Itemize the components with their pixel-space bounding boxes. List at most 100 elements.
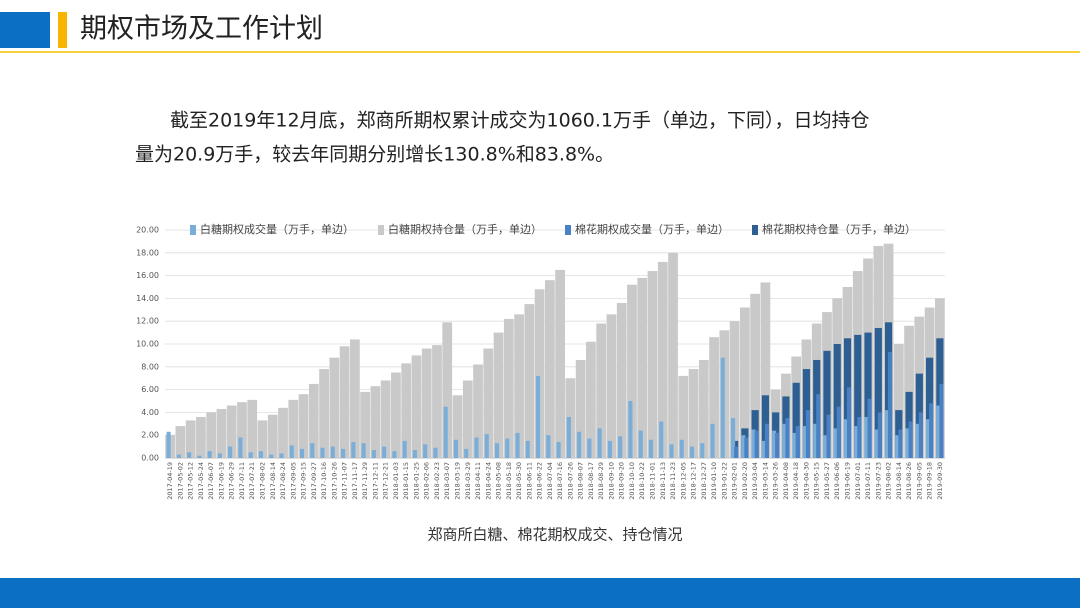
bar (503, 318, 514, 458)
bar (473, 364, 483, 458)
x-tick-label: 2017-05-24 (197, 462, 205, 500)
bar (698, 359, 709, 458)
bar (628, 401, 633, 458)
bar (288, 399, 299, 458)
x-tick-label: 2019-04-08 (782, 462, 790, 500)
bar (795, 426, 800, 458)
bar (750, 293, 761, 458)
x-tick-label: 2019-05-27 (823, 462, 831, 500)
bar (854, 334, 862, 458)
bar (744, 437, 749, 458)
bar (505, 438, 510, 458)
bar (412, 450, 417, 458)
bar (700, 443, 705, 458)
bar (854, 426, 859, 458)
bar (669, 444, 674, 458)
bar (739, 307, 750, 458)
bar (216, 408, 227, 458)
bar (874, 429, 879, 458)
x-tick-label: 2019-09-18 (926, 462, 934, 500)
x-tick-label: 2018-07-04 (546, 462, 554, 500)
bar (874, 328, 882, 458)
bar (423, 444, 428, 458)
x-tick-label: 2018-06-11 (525, 462, 533, 500)
bar (453, 439, 459, 458)
bar (319, 369, 329, 458)
bar (464, 448, 469, 458)
legend-label: 白糖期权持仓量（万手，单边） (388, 222, 542, 236)
x-tick-label: 2017-06-29 (228, 462, 236, 500)
y-tick-label: 16.00 (136, 271, 159, 280)
bar (587, 438, 592, 458)
bar (544, 280, 555, 458)
bar (298, 394, 309, 458)
bar (884, 410, 890, 458)
bar (826, 414, 831, 458)
x-tick-label: 2017-04-19 (166, 462, 174, 500)
bar (351, 442, 356, 458)
bar (370, 386, 381, 458)
header-block (0, 12, 50, 48)
legend-label: 棉花期权成交量（万手，单边） (575, 222, 729, 236)
x-tick-label: 2019-01-22 (720, 462, 728, 500)
x-tick-label: 2017-05-02 (176, 462, 184, 500)
bar (915, 423, 920, 458)
bar (751, 429, 756, 458)
x-tick-label: 2017-06-07 (207, 462, 215, 500)
x-tick-label: 2019-06-06 (833, 462, 841, 500)
bar (760, 282, 771, 458)
bar (176, 454, 181, 458)
legend-label: 白糖期权成交量（万手，单边） (200, 222, 354, 236)
x-tick-label: 2017-11-07 (341, 462, 349, 500)
bar (772, 430, 777, 458)
bar (330, 446, 335, 458)
x-tick-label: 2019-08-26 (905, 462, 913, 500)
x-tick-label: 2017-07-21 (248, 462, 256, 500)
x-tick-label: 2018-11-01 (649, 462, 657, 500)
x-tick-label: 2017-08-02 (259, 462, 267, 500)
bar (775, 432, 780, 458)
x-tick-label: 2018-07-16 (556, 462, 564, 500)
bar (187, 452, 192, 458)
y-tick-label: 20.00 (136, 226, 159, 235)
x-tick-label: 2018-09-10 (607, 462, 615, 500)
x-tick-label: 2019-02-01 (731, 462, 739, 500)
bar (206, 412, 217, 458)
bar (258, 451, 264, 458)
bar (432, 345, 442, 458)
x-tick-label: 2019-02-20 (741, 462, 749, 500)
x-tick-label: 2018-08-17 (587, 462, 595, 500)
x-tick-label: 2018-09-20 (618, 462, 626, 500)
bar (474, 437, 479, 458)
x-tick-label: 2018-07-26 (566, 462, 574, 500)
bar (278, 407, 288, 458)
x-tick-label: 2017-11-17 (351, 462, 359, 500)
bar (688, 369, 699, 458)
bar (939, 383, 944, 458)
y-tick-label: 14.00 (136, 294, 159, 303)
bar (402, 440, 407, 458)
bar (893, 344, 904, 458)
x-tick-label: 2019-06-19 (844, 462, 852, 500)
bar (217, 453, 222, 458)
bar (185, 420, 196, 458)
bar (802, 426, 807, 458)
bar (908, 421, 913, 458)
bar (761, 440, 766, 458)
x-tick-label: 2019-08-14 (895, 462, 903, 500)
x-tick-label: 2018-08-07 (577, 462, 585, 500)
bar (536, 375, 541, 458)
x-tick-label: 2019-07-23 (874, 462, 882, 500)
x-tick-label: 2018-01-03 (392, 462, 400, 500)
x-tick-label: 2019-08-02 (885, 462, 893, 500)
bar (618, 436, 623, 458)
bar (443, 406, 448, 458)
bar (207, 451, 212, 458)
bar (867, 398, 872, 458)
bar (308, 383, 319, 458)
bar (484, 434, 489, 458)
bar (731, 418, 736, 458)
bar (709, 337, 719, 458)
x-tick-label: 2019-03-14 (761, 462, 769, 500)
bar (898, 429, 903, 458)
